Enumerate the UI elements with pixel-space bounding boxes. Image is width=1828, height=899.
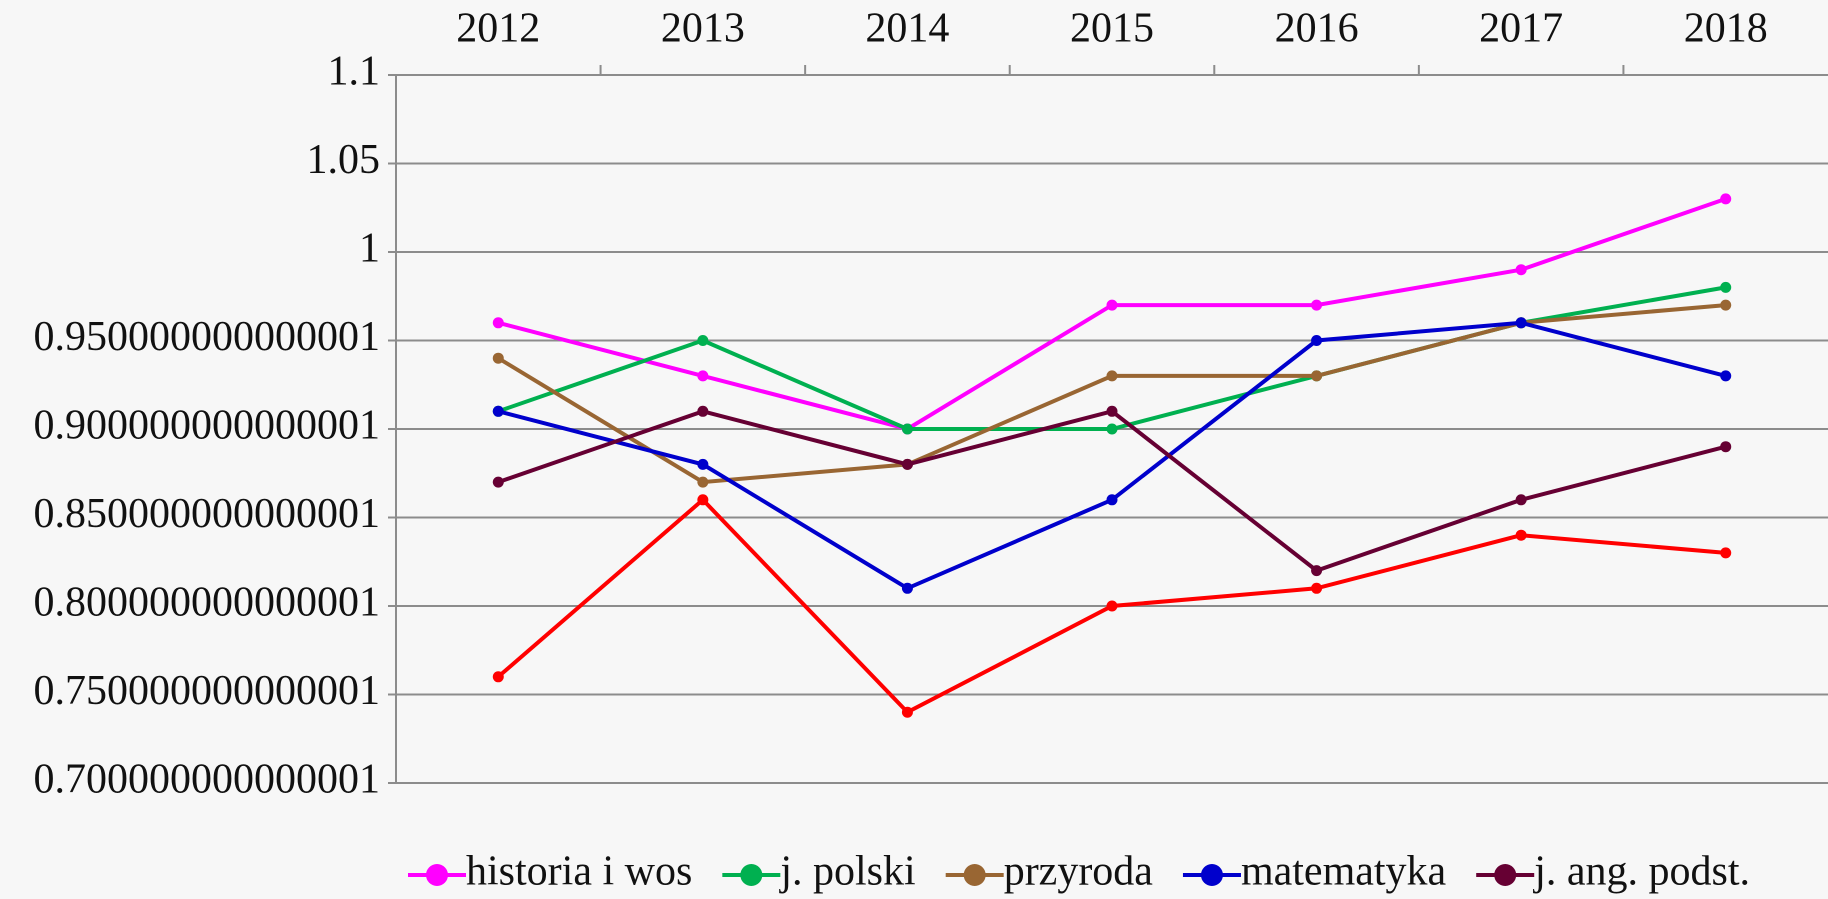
data-point bbox=[492, 352, 504, 364]
y-tick-label: 0.900000000000001 bbox=[34, 403, 381, 449]
y-tick-label: 0.850000000000001 bbox=[34, 491, 381, 537]
legend-label: przyroda bbox=[1004, 849, 1154, 895]
data-point bbox=[492, 476, 504, 488]
legend-marker bbox=[426, 864, 448, 886]
x-tick-label: 2013 bbox=[661, 6, 745, 52]
data-point bbox=[697, 405, 709, 417]
y-tick-label: 0.750000000000001 bbox=[34, 668, 381, 714]
data-point bbox=[697, 494, 709, 506]
x-tick-label: 2018 bbox=[1684, 6, 1768, 52]
y-tick-label: 0.800000000000001 bbox=[34, 580, 381, 626]
data-point bbox=[1311, 299, 1323, 311]
data-point bbox=[1106, 600, 1118, 612]
data-point bbox=[901, 423, 913, 435]
data-point bbox=[492, 405, 504, 417]
x-tick-label: 2017 bbox=[1479, 6, 1563, 52]
data-point bbox=[1515, 494, 1527, 506]
x-tick-label: 2015 bbox=[1070, 6, 1154, 52]
legend-marker bbox=[963, 864, 986, 886]
data-point bbox=[697, 458, 709, 470]
data-point bbox=[1106, 405, 1118, 417]
y-tick-label: 1 bbox=[359, 226, 380, 272]
x-tick-label: 2012 bbox=[456, 6, 540, 52]
data-point bbox=[1720, 441, 1732, 453]
x-tick-label: 2014 bbox=[865, 6, 949, 52]
data-point bbox=[1720, 547, 1732, 559]
data-point bbox=[1106, 299, 1118, 311]
data-point bbox=[1106, 494, 1118, 506]
legend-label: matematyka bbox=[1241, 849, 1447, 895]
data-point bbox=[1311, 582, 1323, 594]
y-tick-label: 0.700000000000001 bbox=[34, 757, 381, 803]
data-point bbox=[1311, 565, 1323, 577]
data-point bbox=[492, 671, 504, 683]
legend-label: j. polski bbox=[778, 849, 915, 895]
y-tick-label: 0.950000000000001 bbox=[34, 314, 381, 360]
data-point bbox=[1515, 264, 1527, 276]
data-point bbox=[1720, 281, 1732, 293]
legend-label: j. ang. podst. bbox=[1532, 849, 1750, 895]
data-point bbox=[1720, 193, 1732, 205]
data-point bbox=[1720, 370, 1732, 382]
data-point bbox=[697, 335, 709, 346]
data-point bbox=[1311, 335, 1323, 346]
legend-marker bbox=[740, 864, 763, 886]
data-point bbox=[697, 476, 709, 488]
y-tick-label: 1.05 bbox=[307, 137, 381, 183]
data-point bbox=[1106, 423, 1118, 435]
x-tick-label: 2016 bbox=[1275, 6, 1359, 52]
legend-marker bbox=[1200, 864, 1223, 886]
data-point bbox=[1720, 299, 1732, 311]
data-point bbox=[1515, 317, 1527, 329]
data-point bbox=[1515, 529, 1527, 541]
legend-label: historia i wos bbox=[466, 849, 692, 895]
data-point bbox=[901, 582, 913, 594]
y-tick-label: 1.1 bbox=[328, 49, 381, 95]
data-point bbox=[492, 317, 504, 329]
data-point bbox=[901, 458, 913, 470]
data-point bbox=[1311, 370, 1323, 382]
legend-marker bbox=[1494, 864, 1517, 886]
data-point bbox=[697, 370, 709, 382]
data-point bbox=[901, 706, 913, 718]
data-point bbox=[1106, 370, 1118, 382]
